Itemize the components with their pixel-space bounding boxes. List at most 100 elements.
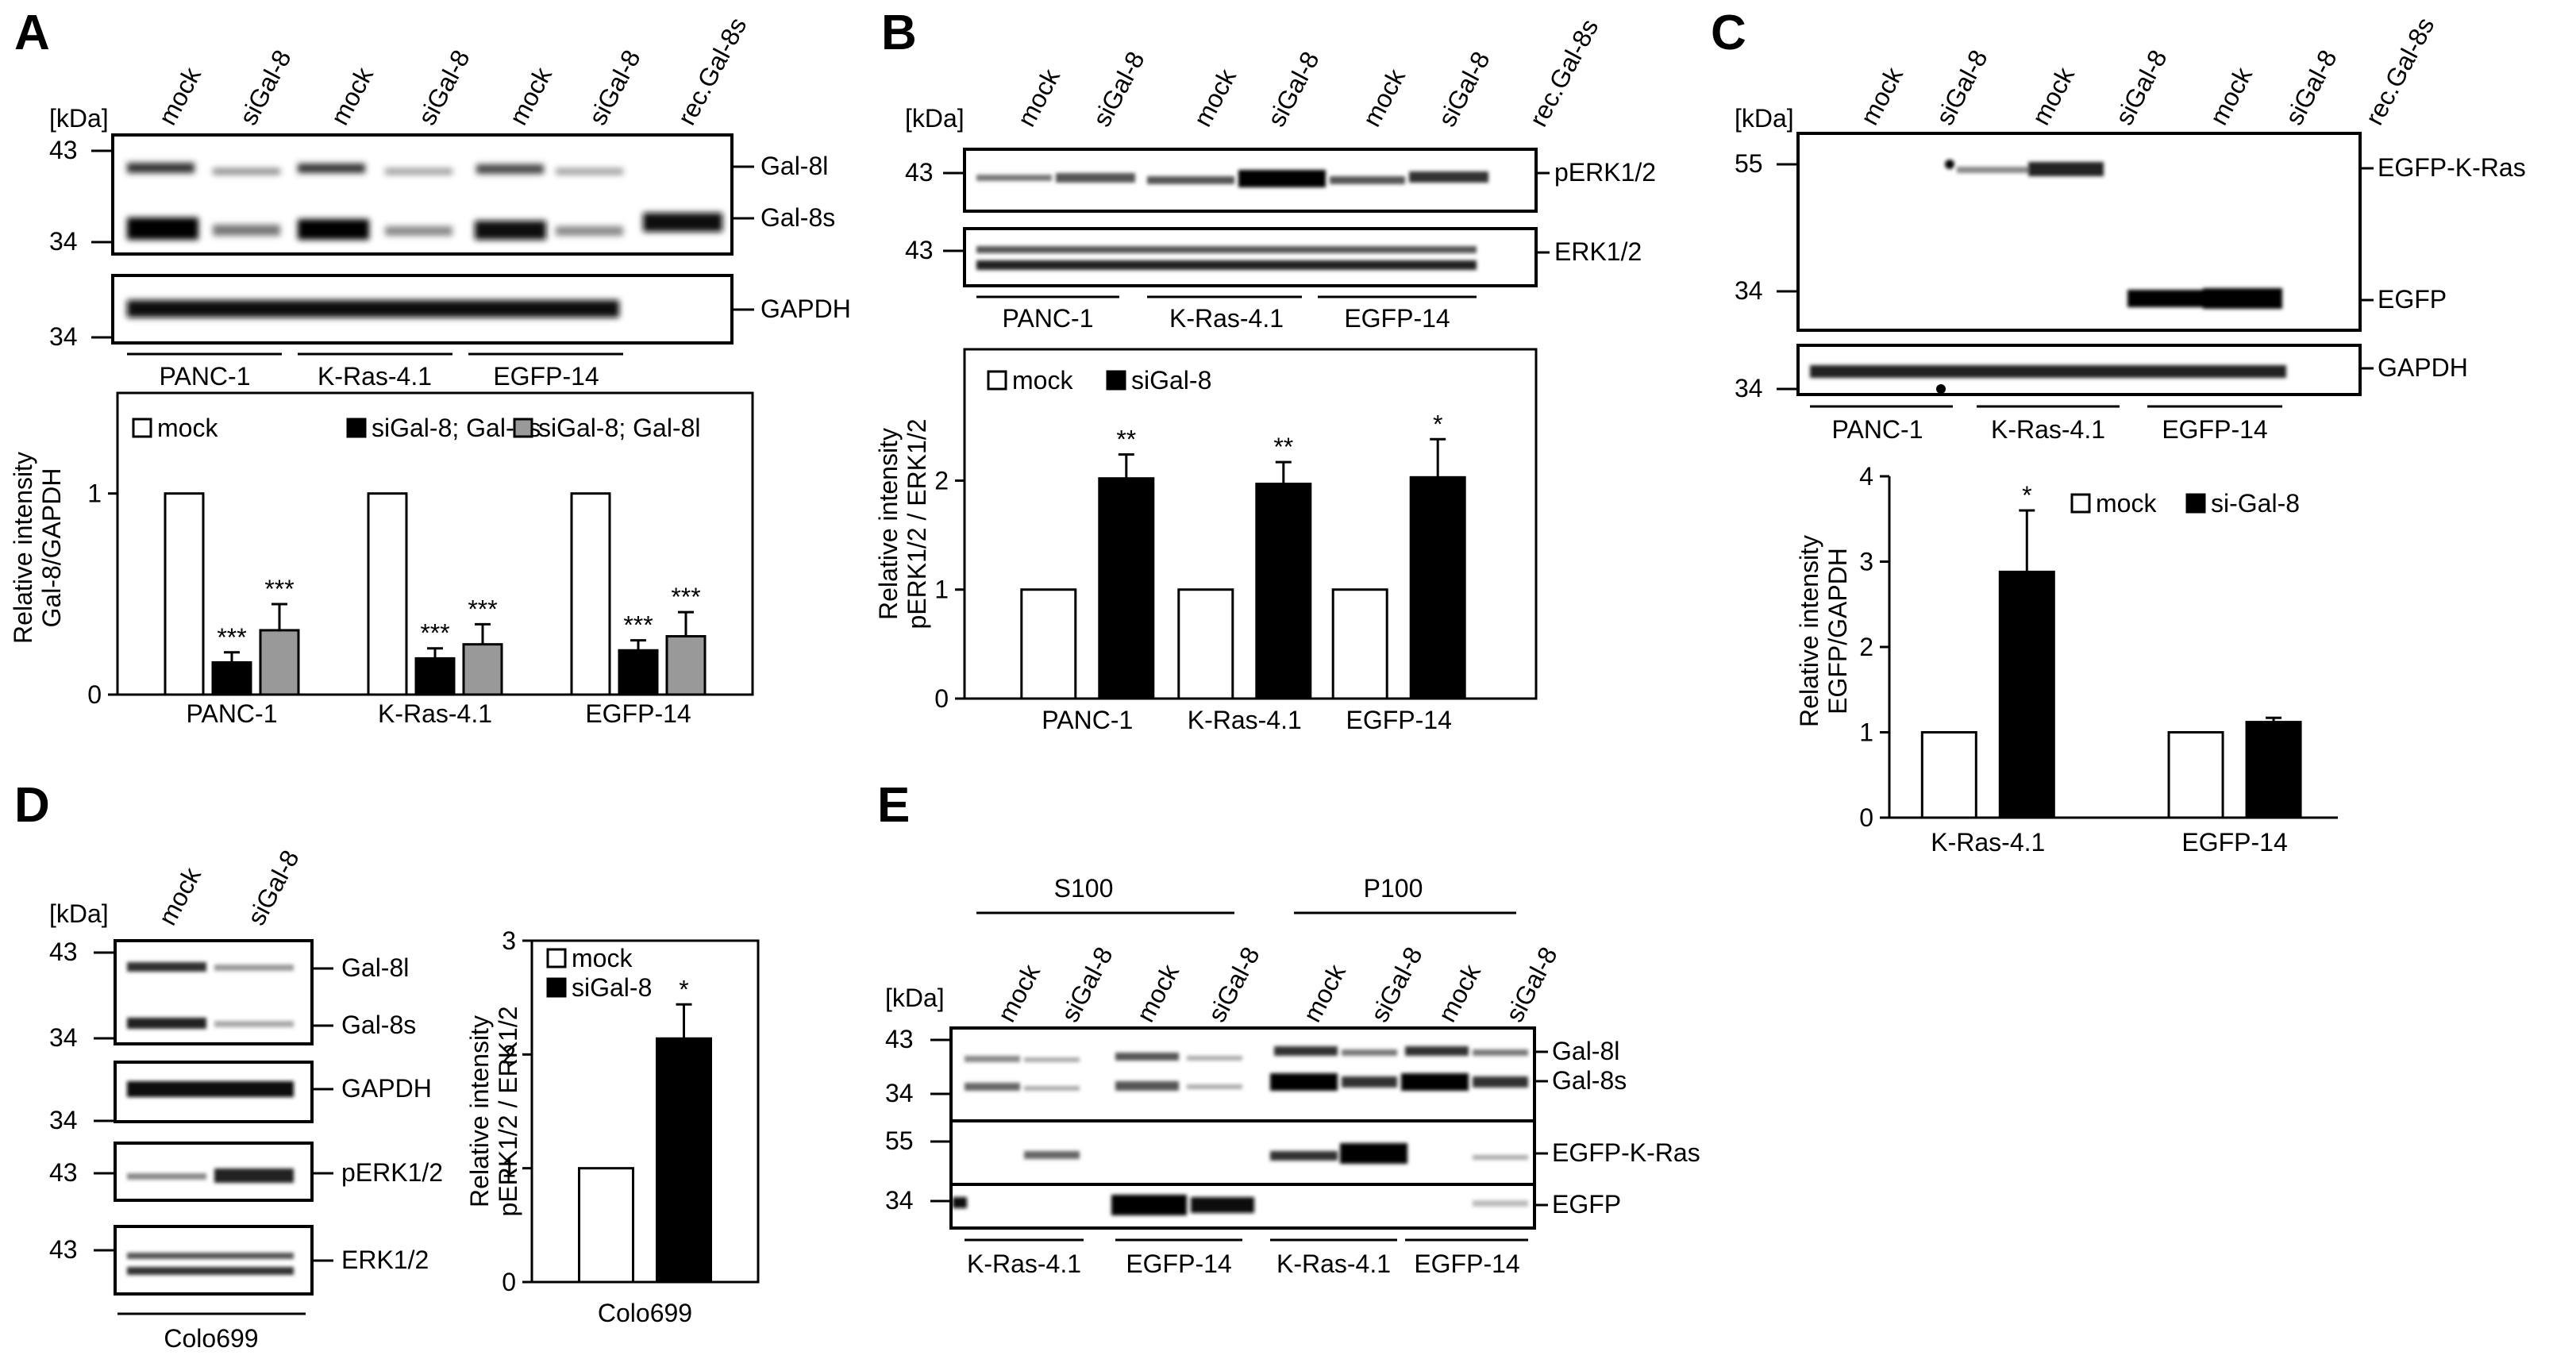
- legend-swatch: [2070, 493, 2091, 514]
- significance-label: ***: [217, 623, 246, 652]
- lane-label: siGal-8: [2279, 45, 2342, 129]
- significance-label: ***: [264, 575, 294, 603]
- category-label: EGFP-14: [2181, 828, 2287, 857]
- bar: [1331, 588, 1388, 700]
- legend-label: siGal-8; Gal-8s: [372, 414, 541, 442]
- kda-label-b: [kDa]: [905, 104, 965, 133]
- group-label: PANC-1: [160, 362, 251, 391]
- kda-label-a: [kDa]: [49, 104, 109, 133]
- lane-label: siGal-8: [2109, 45, 2172, 129]
- lane-label: mock: [992, 959, 1045, 1026]
- significance-label: ***: [623, 611, 653, 640]
- bar: [1409, 476, 1466, 700]
- legend-swatch: [132, 418, 152, 438]
- band-label: EGFP-K-Ras: [1552, 1138, 1700, 1167]
- panel-letter-d: D: [14, 778, 50, 833]
- significance-label: ***: [671, 583, 700, 611]
- chart-a: 0 1 Relative intensityGal-8/GAPDH *** *** PAN…: [9, 391, 754, 728]
- group-label: EGFP-14: [493, 362, 599, 391]
- bar: [211, 660, 252, 696]
- marker: 34: [1735, 374, 1763, 402]
- bar: [164, 492, 205, 696]
- band-label: EGFP-K-Ras: [2378, 153, 2526, 182]
- chart-d: 0 1 2 3 Relative intensitypERK1/2 / ERK1/2 * C…: [465, 926, 760, 1327]
- lane-label: mock: [2026, 62, 2080, 129]
- legend-swatch: [513, 418, 533, 438]
- marker: 43: [905, 236, 934, 264]
- band-label: Gal-8s: [760, 203, 835, 232]
- lane-label: siGal-8: [1055, 942, 1118, 1026]
- group-label: EGFP-14: [1344, 304, 1450, 333]
- marker: 34: [49, 227, 78, 256]
- significance-label: *: [1433, 410, 1442, 438]
- group-label: K-Ras-4.1: [318, 362, 432, 391]
- band-label: Gal-8s: [1552, 1066, 1627, 1095]
- y-tick-label: 2: [934, 466, 949, 495]
- panel-letter-b: B: [881, 6, 917, 60]
- legend-label: siGal-8; Gal-8l: [538, 414, 701, 442]
- marker: 34: [885, 1186, 914, 1215]
- bar: [1255, 483, 1312, 700]
- lane-label: mock: [1297, 959, 1351, 1026]
- band-label: EGFP: [2378, 285, 2447, 314]
- group-label: Colo699: [164, 1324, 258, 1353]
- legend-swatch: [346, 418, 367, 438]
- group-label: EGFP-14: [1414, 1249, 1519, 1278]
- marker: 43: [49, 1235, 78, 1264]
- chart-c: 0 1 2 3 4 Relative intensityEGFP/GAPDH * K-Ras-…: [1795, 462, 2338, 857]
- fraction-label: P100: [1364, 874, 1423, 903]
- band-label: Gal-8l: [1552, 1037, 1619, 1065]
- group-label: K-Ras-4.1: [1991, 415, 2105, 444]
- y-tick-label: 0: [1859, 803, 1873, 832]
- lane-label: siGal-8: [1261, 47, 1324, 131]
- band-label: GAPDH: [2378, 353, 2468, 382]
- band-label: pERK1/2: [341, 1158, 443, 1187]
- panel-a: A [kDa] mock siGal-8 mock siGal-8 mock s…: [9, 6, 851, 728]
- panel-letter-c: C: [1711, 6, 1746, 60]
- y-axis-label: Relative intensitypERK1/2 / ERK1/2: [874, 418, 931, 629]
- lane-label: siGal-8: [1087, 47, 1149, 131]
- y-tick-label: 1: [1859, 718, 1873, 747]
- panel-c: C [kDa] mock siGal-8 mock siGal-8 mock s…: [1711, 6, 2526, 857]
- bar: [1998, 570, 2055, 819]
- lane-label: mock: [1854, 62, 1908, 129]
- lane-label: mock: [1130, 959, 1184, 1026]
- lane-label: rec.Gal-8s: [1523, 14, 1604, 131]
- plot-frame: [963, 348, 1538, 700]
- y-axis-label: Relative intensityEGFP/GAPDH: [1795, 535, 1852, 727]
- significance-label: **: [1273, 433, 1293, 461]
- bar: [570, 492, 611, 696]
- legend-label: mock: [157, 414, 218, 442]
- band-label: Gal-8s: [341, 1011, 416, 1039]
- marker: 43: [905, 158, 934, 187]
- lane-label: mock: [1357, 64, 1411, 131]
- category-label: EGFP-14: [1346, 706, 1452, 734]
- bar: [462, 643, 503, 696]
- bar: [1920, 731, 1977, 819]
- panel-d: D [kDa] mock siGal-8 43 34 Gal-8l Gal-8s…: [14, 778, 760, 1353]
- panel-e: E S100 P100 [kDa] mock siGal-8 mock siGa…: [877, 778, 1700, 1278]
- y-axis-label: Relative intensitypERK1/2 / ERK1/2: [465, 1006, 522, 1216]
- group-label: K-Ras-4.1: [1276, 1249, 1391, 1278]
- marker: 43: [49, 938, 78, 966]
- y-axis-label: Relative intensityGal-8/GAPDH: [9, 452, 66, 644]
- category-label: PANC-1: [1042, 706, 1133, 734]
- category-label: K-Ras-4.1: [378, 699, 492, 728]
- y-tick-label: 3: [502, 926, 516, 955]
- group-label: PANC-1: [1003, 304, 1094, 333]
- significance-label: **: [1116, 425, 1136, 453]
- marker: 34: [49, 1106, 78, 1134]
- bar: [656, 1037, 712, 1284]
- lane-label: mock: [325, 62, 379, 129]
- lane-label: siGal-8: [412, 45, 475, 129]
- marker: 34: [885, 1079, 914, 1107]
- bar: [2245, 721, 2302, 819]
- lane-label: mock: [152, 62, 206, 129]
- bar: [259, 629, 300, 696]
- legend-swatch: [1106, 370, 1126, 391]
- lane-label: mock: [2204, 62, 2258, 129]
- band-label: pERK1/2: [1554, 158, 1656, 187]
- significance-label: ***: [468, 595, 497, 623]
